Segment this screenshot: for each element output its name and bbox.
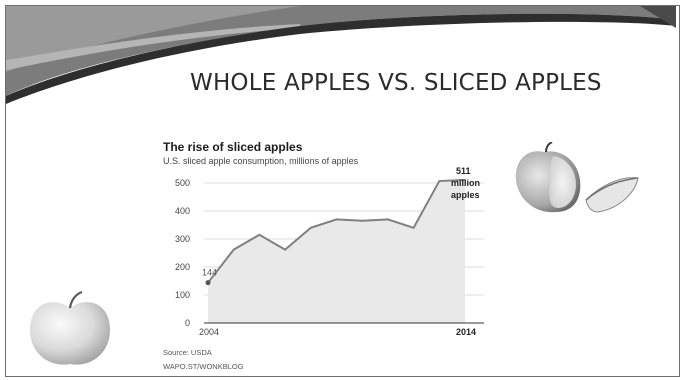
end-value-unit-label: million	[451, 178, 480, 188]
y-tick-label: 400	[175, 206, 190, 216]
sliced-apple-image	[515, 142, 639, 213]
y-tick-label: 500	[175, 178, 190, 188]
whole-apple-image	[30, 290, 110, 365]
area-fill	[208, 179, 465, 323]
slide-title: WHOLE APPLES VS. SLICED APPLES	[190, 70, 602, 96]
y-tick-label: 200	[175, 262, 190, 272]
series-line	[207, 178, 466, 284]
chart-credit: WAPO.ST/WONKBLOG	[163, 362, 244, 371]
end-value-label: 511	[456, 166, 471, 176]
x-tick-label: 2014	[456, 327, 476, 337]
header-swoosh-decoration	[6, 6, 676, 104]
y-tick-label: 300	[175, 234, 190, 244]
y-tick-label: 100	[175, 290, 190, 300]
chart-subtitle: U.S. sliced apple consumption, millions …	[163, 156, 359, 166]
end-value-unit-label: apples	[451, 190, 480, 200]
y-tick-label: 0	[185, 318, 190, 328]
start-value-label: 144	[202, 268, 217, 278]
data-point-start	[205, 280, 211, 286]
x-tick-label: 2004	[199, 327, 219, 337]
chart-title: The rise of sliced apples	[163, 140, 303, 154]
chart-source: Source: USDA	[163, 348, 212, 357]
